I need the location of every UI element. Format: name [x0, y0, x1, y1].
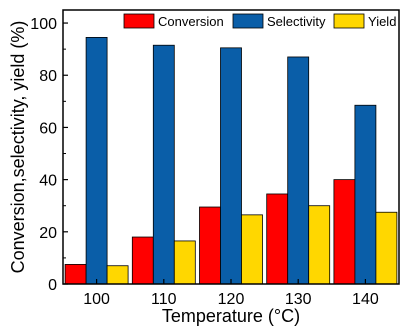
bar-yield-120 — [241, 214, 263, 285]
bar-yield-110 — [173, 240, 196, 285]
y-tick-label-0: 0 — [48, 277, 57, 294]
x-tick-label-100: 100 — [83, 291, 110, 308]
legend-swatch-yield — [333, 13, 365, 29]
bar-selectivity-120 — [220, 47, 242, 285]
legend-swatch-conversion — [123, 13, 155, 29]
y-tick-label-100: 100 — [30, 16, 57, 33]
legend-swatch-selectivity — [232, 13, 264, 29]
bar-selectivity-110 — [152, 44, 175, 285]
bar-conversion-120 — [199, 206, 221, 285]
y-axis-title: Conversion,selectivity, yield (%) — [8, 21, 28, 274]
x-tick-label-110: 110 — [151, 291, 177, 308]
bar-yield-130 — [308, 205, 331, 285]
bar-selectivity-100 — [85, 37, 108, 285]
bar-yield-100 — [106, 265, 129, 285]
y-tick-label-80: 80 — [39, 68, 57, 85]
bar-conversion-100 — [64, 264, 87, 285]
axes-layer: 0 20 40 60 80 100 100 110 120 130 140 — [30, 16, 379, 308]
legend: Conversion Selectivity Yield — [123, 13, 396, 29]
y-tick-label-40: 40 — [39, 173, 57, 190]
x-axis-title: Temperature (°C) — [162, 306, 300, 326]
bar-selectivity-140 — [354, 104, 377, 285]
bar-conversion-140 — [333, 179, 356, 285]
legend-label-selectivity: Selectivity — [267, 14, 326, 29]
y-tick-label-20: 20 — [39, 225, 57, 242]
y-tick-label-60: 60 — [39, 120, 57, 137]
bar-selectivity-130 — [287, 56, 310, 285]
bar-conversion-110 — [131, 236, 154, 285]
bars-layer — [64, 37, 398, 285]
legend-label-yield: Yield — [368, 14, 396, 29]
bar-yield-140 — [375, 211, 398, 285]
x-tick-label-140: 140 — [352, 291, 379, 308]
x-tick-label-130: 130 — [285, 291, 312, 308]
legend-label-conversion: Conversion — [158, 14, 224, 29]
x-tick-label-120: 120 — [218, 291, 245, 308]
bar-conversion-130 — [266, 193, 289, 285]
